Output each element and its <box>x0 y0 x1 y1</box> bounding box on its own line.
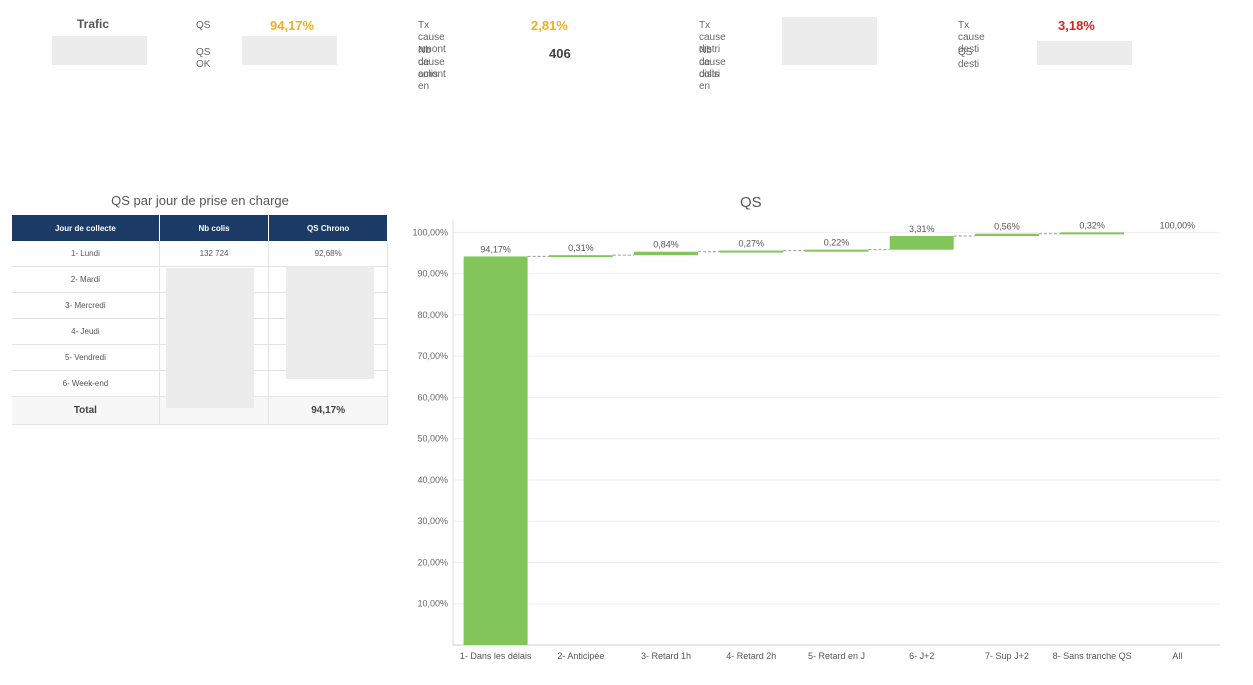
bar <box>889 236 954 250</box>
trafic-label: Trafic <box>77 17 110 31</box>
total-label: Total <box>12 396 160 425</box>
qs-ok-label: QS OK <box>196 47 211 70</box>
data-label: 100,00% <box>1160 220 1196 230</box>
y-tick-label: 60,00% <box>417 392 448 402</box>
table-title: QS par jour de prise en charge <box>111 193 289 208</box>
tx-amont-label: Tx cause amont <box>418 20 446 55</box>
chart-title: QS <box>740 194 762 211</box>
qs-chrono-redacted <box>286 266 374 379</box>
nb-amont-label-1: Nb de colis en <box>418 45 439 92</box>
qs-waterfall-chart: 10,00% 20,00% 30,00% 40,00% 50,00% 60,00% 70,0… <box>412 220 1220 661</box>
bar <box>548 255 613 258</box>
tx-desti-value: 3,18% <box>1058 18 1095 33</box>
y-tick-label: 80,00% <box>417 310 448 320</box>
row-jour: 2- Mardi <box>12 266 160 293</box>
total-qs-chrono: 94,17% <box>268 396 388 425</box>
col-header-qs-chrono[interactable]: QS Chrono <box>268 215 388 241</box>
x-tick-label: 8- Sans tranche QS <box>1053 651 1132 661</box>
qs-value: 94,17% <box>270 18 315 33</box>
table-header-row: Jour de collecte Nb colis QS Chrono <box>12 215 388 241</box>
bar <box>1060 232 1125 235</box>
x-tick-label: 2- Anticipée <box>557 651 604 661</box>
nb-distri-label-1: Nb de colis en <box>699 45 720 92</box>
tx-amont-value: 2,81% <box>531 18 568 33</box>
nb-amont-label-2: cause amont <box>418 57 446 80</box>
bar <box>463 256 528 645</box>
data-label: 0,27% <box>739 239 765 249</box>
x-tick-label: 1- Dans les délais <box>460 651 532 661</box>
y-tick-label: 40,00% <box>417 475 448 485</box>
data-label: 0,56% <box>994 222 1020 232</box>
y-tick-label: 90,00% <box>417 269 448 279</box>
col-header-jour[interactable]: Jour de collecte <box>12 215 160 241</box>
qs-desti-label: QS desti <box>958 47 980 70</box>
row-jour: 5- Vendredi <box>12 344 160 371</box>
nb-colis-redacted <box>166 268 254 408</box>
bar <box>634 251 699 256</box>
data-label: 0,22% <box>824 238 850 248</box>
tx-distri-label: Tx cause distri <box>699 20 726 55</box>
row-jour: 4- Jeudi <box>12 318 160 345</box>
y-tick-label: 70,00% <box>417 351 448 361</box>
x-tick-label: All <box>1172 651 1182 661</box>
data-label: 3,31% <box>909 224 935 234</box>
table-row: 1- Lundi 132 724 92,68% <box>12 241 388 267</box>
y-tick-label: 30,00% <box>417 516 448 526</box>
data-label: 0,84% <box>653 240 679 250</box>
nb-distri-label-2: cause distri <box>699 57 726 80</box>
y-tick-label: 10,00% <box>417 599 448 609</box>
row-jour: 3- Mercredi <box>12 292 160 319</box>
data-label: 94,17% <box>480 244 511 254</box>
tx-distri-value-redacted <box>782 17 877 65</box>
tx-desti-label: Tx cause desti <box>958 20 985 55</box>
row-jour: 1- Lundi <box>12 241 160 267</box>
x-tick-label: 7- Sup J+2 <box>985 651 1029 661</box>
y-tick-label: 100,00% <box>412 227 448 237</box>
qs-label: QS <box>196 20 211 31</box>
bar <box>974 233 1039 237</box>
x-tick-label: 5- Retard en J <box>808 651 865 661</box>
col-header-nb-colis[interactable]: Nb colis <box>159 215 270 241</box>
row-qs-chrono: 92,68% <box>268 241 388 267</box>
row-jour: 6- Week-end <box>12 370 160 397</box>
data-label: 0,31% <box>568 243 594 253</box>
qs-ok-value-redacted <box>242 36 337 65</box>
qs-desti-value-redacted <box>1037 41 1132 65</box>
data-label: 0,32% <box>1079 220 1105 230</box>
x-tick-label: 6- J+2 <box>909 651 934 661</box>
nb-amont-value: 406 <box>549 46 571 61</box>
bar <box>719 250 784 253</box>
x-tick-label: 4- Retard 2h <box>726 651 776 661</box>
bar <box>804 249 869 252</box>
x-tick-label: 3- Retard 1h <box>641 651 691 661</box>
row-nb-colis: 132 724 <box>159 241 270 267</box>
y-tick-label: 20,00% <box>417 557 448 567</box>
trafic-value-redacted <box>52 36 147 65</box>
y-tick-label: 50,00% <box>417 434 448 444</box>
table-total-row: Total 94,17% <box>12 396 388 425</box>
